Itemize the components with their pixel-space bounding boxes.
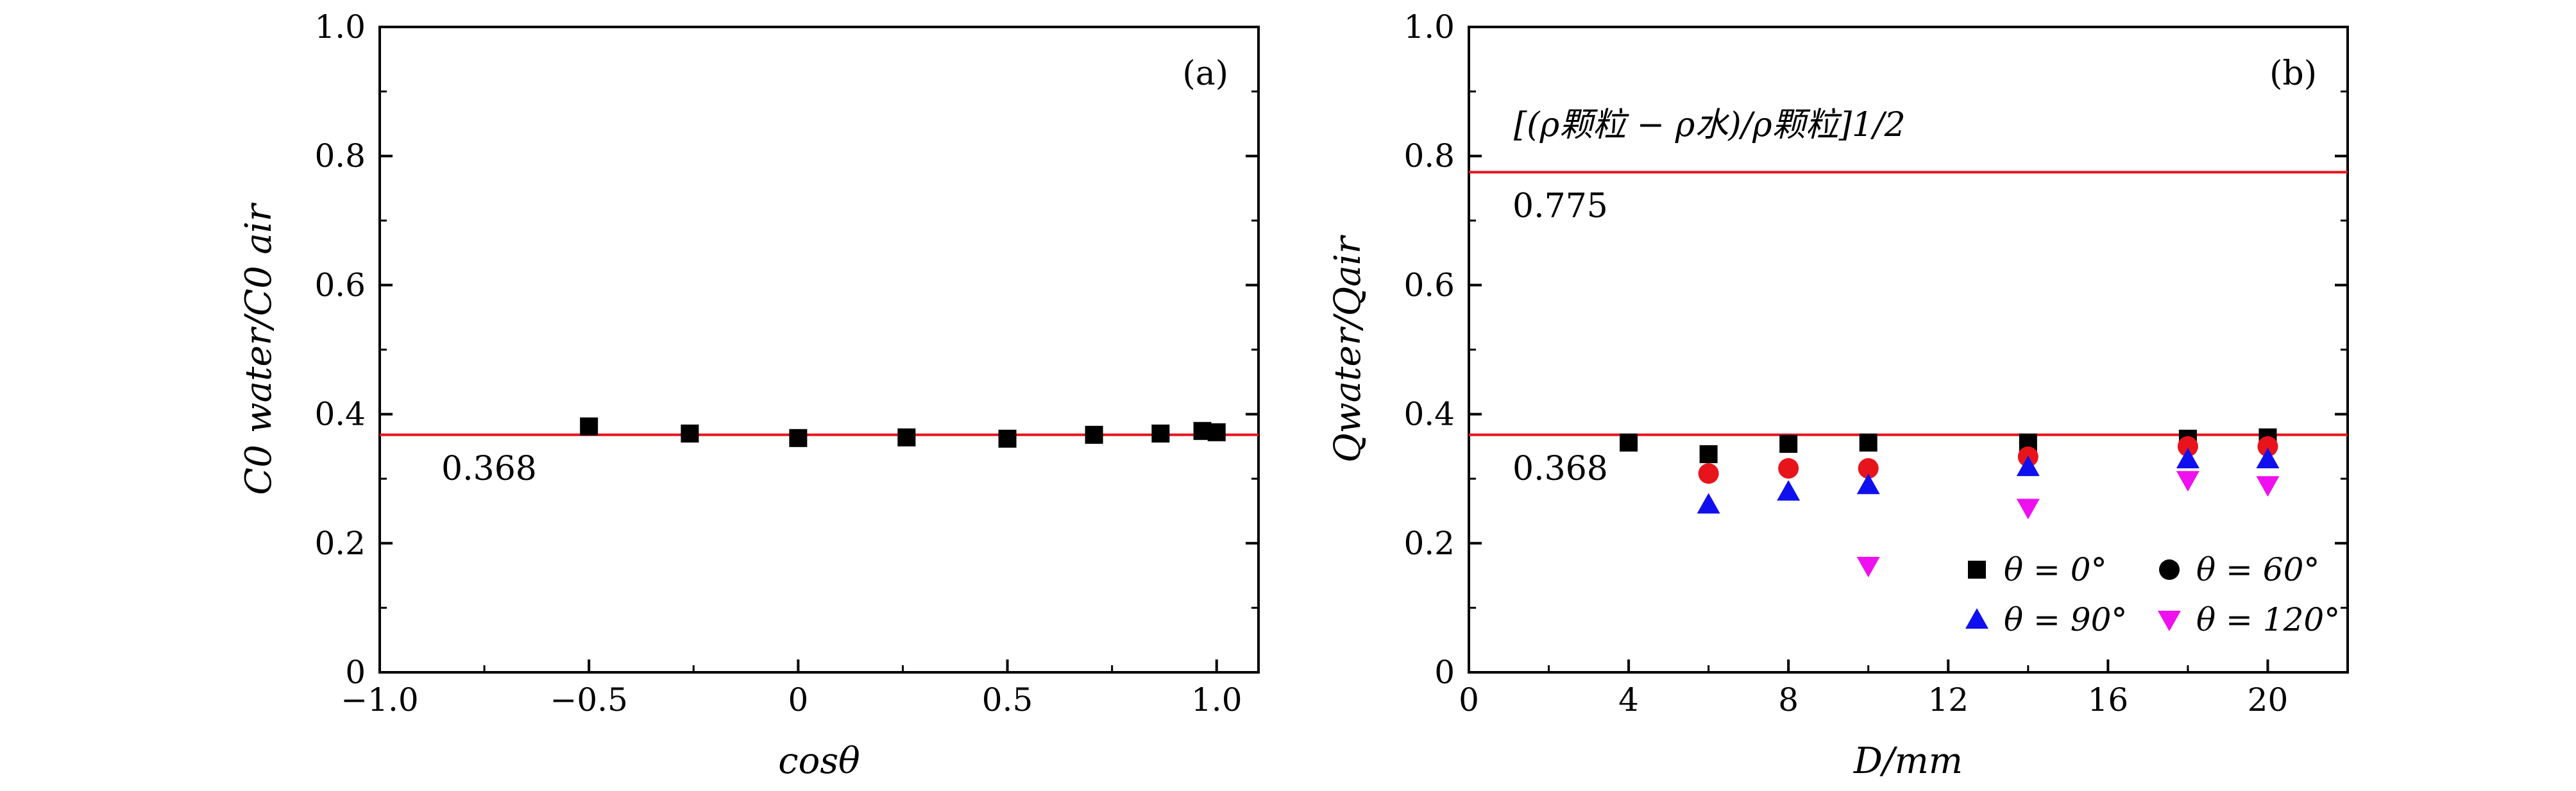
- legend-label: θ = 60°: [2196, 551, 2319, 588]
- data-point: [1620, 433, 1638, 452]
- x-tick-label: 20: [2248, 681, 2289, 719]
- reference-line-label: 0.368: [1513, 450, 1608, 488]
- y-tick-label: 0.4: [1403, 396, 1455, 433]
- legend-b: θ = 0° θ = 60° θ = 90° θ = 120°: [1965, 551, 2340, 638]
- legend-marker: [1965, 608, 1988, 629]
- data-point: [2256, 448, 2280, 469]
- data-points-b: [1620, 428, 2280, 578]
- ticks-a: 0 0.2 0.4 0.6 0.8 1.0 −1.0 −0.5 0 0.5 1.0: [314, 8, 1258, 719]
- x-axis-label-b: D/mm: [1853, 740, 1963, 782]
- y-tick-label: 0.8: [314, 137, 366, 174]
- data-point: [2256, 476, 2280, 497]
- data-points-a: [580, 417, 1226, 448]
- reference-lines-b: 0.775 0.368: [1469, 171, 2348, 488]
- data-point: [2176, 448, 2199, 469]
- y-tick-label: 0.4: [314, 396, 366, 433]
- panel-label-b: (b): [2269, 55, 2317, 93]
- y-tick-label: 1.0: [1403, 8, 1455, 46]
- data-point: [1859, 433, 1877, 452]
- y-tick-label: 0: [1434, 654, 1455, 691]
- x-axis-label-a: cosθ: [778, 740, 860, 782]
- y-tick-label: 0.6: [314, 266, 366, 303]
- data-point: [1858, 458, 1879, 479]
- data-point: [1778, 458, 1799, 479]
- data-point: [2016, 498, 2040, 520]
- x-tick-label: 16: [2088, 681, 2129, 719]
- data-point: [1697, 493, 1720, 514]
- legend-marker: [2158, 611, 2181, 631]
- legend-label: θ = 0°: [2004, 551, 2107, 588]
- x-tick-label: −0.5: [550, 681, 627, 719]
- data-point: [1699, 445, 1718, 463]
- legend-marker: [2159, 559, 2180, 580]
- x-tick-label: −1.0: [341, 681, 418, 719]
- y-tick-label: 0.2: [1403, 525, 1455, 562]
- legend-label: θ = 120°: [2196, 601, 2340, 638]
- data-point: [1698, 463, 1719, 484]
- x-tick-label: 12: [1928, 681, 1969, 719]
- legend-label: θ = 90°: [2004, 601, 2127, 638]
- x-tick-label: 4: [1618, 681, 1639, 719]
- data-point: [1151, 424, 1170, 443]
- y-tick-label: 0: [345, 654, 366, 691]
- y-tick-label: 0.2: [314, 525, 366, 562]
- data-point: [2257, 436, 2278, 457]
- data-point: [998, 429, 1017, 448]
- x-tick-label: 0.5: [982, 681, 1033, 719]
- data-point: [1856, 557, 1880, 578]
- formula-annotation: [(ρ颗粒 − ρ水)/ρ颗粒]1/2: [1514, 106, 1906, 144]
- reference-lines-a: 0.368: [380, 433, 1258, 488]
- y-axis-label-a: C0 water/C0 air: [238, 202, 280, 495]
- x-tick-label: 1.0: [1191, 681, 1242, 719]
- x-tick-label: 0: [788, 681, 808, 719]
- data-point: [1207, 423, 1226, 441]
- data-point: [2176, 471, 2199, 492]
- y-tick-label: 1.0: [314, 8, 366, 46]
- panel-b: 0.775 0.368 0 0.2 0.4 0.6 0.8 1.0 0 4 8 12 16 20 (b)…: [1327, 8, 2349, 782]
- plot-frame-a: [378, 26, 1260, 674]
- panel-a: 0.368 0 0.2 0.4 0.6 0.8 1.0 −1.0 −0.5 0 0.5 1.0 (a…: [238, 8, 1260, 782]
- reference-line-label: 0.368: [441, 450, 537, 488]
- y-tick-label: 0.6: [1403, 266, 1455, 303]
- data-point: [789, 429, 808, 447]
- data-point: [580, 417, 598, 436]
- y-axis-label-b: Qwater/Qair: [1327, 235, 1369, 463]
- ticks-b: 0 0.2 0.4 0.6 0.8 1.0 0 4 8 12 16 20: [1403, 8, 2348, 719]
- data-point: [1085, 425, 1103, 444]
- data-point: [1779, 434, 1798, 453]
- x-tick-label: 0: [1459, 681, 1479, 719]
- reference-line-label: 0.775: [1513, 187, 1608, 225]
- x-tick-label: 8: [1778, 681, 1799, 719]
- data-point: [2177, 436, 2198, 457]
- data-point: [681, 424, 699, 443]
- data-point: [2016, 455, 2040, 477]
- y-tick-label: 0.8: [1403, 137, 1455, 174]
- data-point: [1777, 480, 1801, 501]
- legend-marker: [1968, 561, 1986, 579]
- data-point: [1856, 473, 1880, 495]
- panel-label-a: (a): [1182, 55, 1228, 93]
- data-point: [897, 428, 916, 447]
